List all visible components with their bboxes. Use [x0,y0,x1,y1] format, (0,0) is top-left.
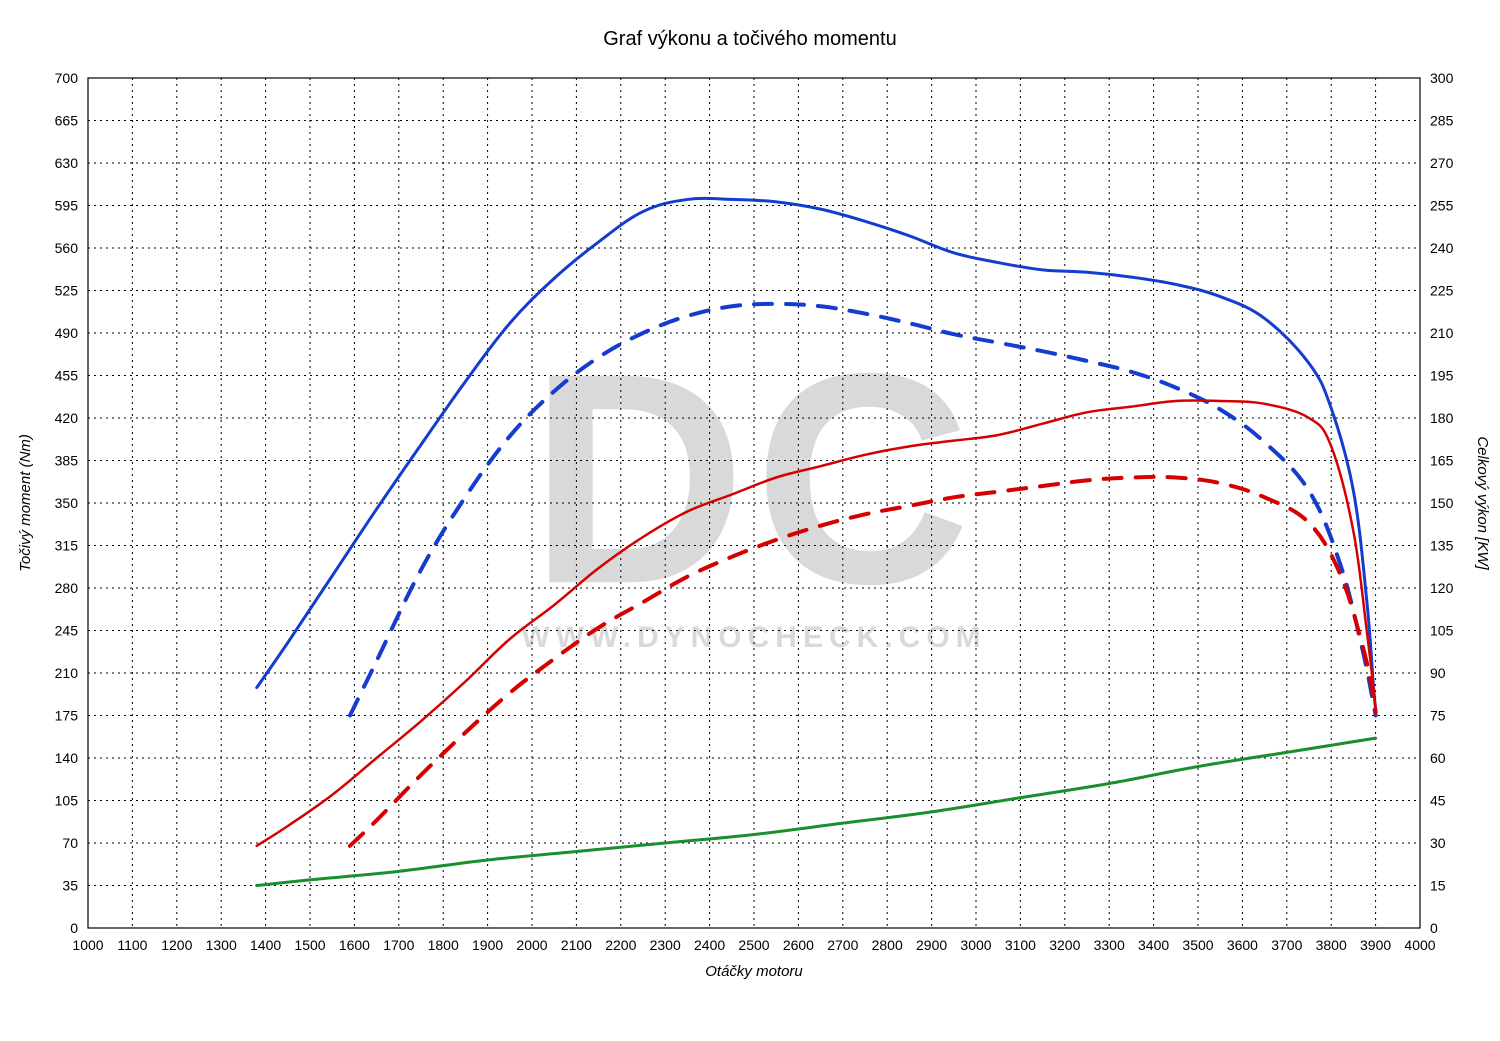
svg-text:665: 665 [55,113,79,129]
svg-text:15: 15 [1430,878,1446,894]
svg-text:455: 455 [55,368,79,384]
svg-text:2800: 2800 [872,937,903,953]
svg-text:245: 245 [55,623,79,639]
svg-text:1300: 1300 [206,937,237,953]
dyno-chart-wrap: Graf výkonu a točivého momentu DCWWW.DYN… [0,0,1500,1041]
svg-text:240: 240 [1430,240,1454,256]
svg-text:2000: 2000 [516,937,547,953]
svg-text:0: 0 [1430,920,1438,936]
chart-title: Graf výkonu a točivého momentu [0,28,1500,51]
svg-text:2100: 2100 [561,937,592,953]
svg-text:150: 150 [1430,495,1454,511]
svg-text:90: 90 [1430,665,1446,681]
svg-text:3900: 3900 [1360,937,1391,953]
svg-text:120: 120 [1430,580,1454,596]
svg-text:210: 210 [55,665,79,681]
svg-text:3400: 3400 [1138,937,1169,953]
svg-text:595: 595 [55,198,79,214]
svg-text:490: 490 [55,325,79,341]
svg-text:Točivý moment (Nm): Točivý moment (Nm) [17,434,34,572]
svg-text:315: 315 [55,538,79,554]
svg-text:195: 195 [1430,368,1454,384]
svg-text:225: 225 [1430,283,1454,299]
svg-text:45: 45 [1430,793,1446,809]
svg-text:1700: 1700 [383,937,414,953]
svg-text:3800: 3800 [1316,937,1347,953]
svg-text:Celkový výkon [KW]: Celkový výkon [KW] [1474,436,1491,570]
svg-text:350: 350 [55,495,79,511]
svg-text:105: 105 [55,793,79,809]
svg-text:0: 0 [70,920,78,936]
svg-text:3300: 3300 [1094,937,1125,953]
svg-text:135: 135 [1430,538,1454,554]
svg-text:2500: 2500 [738,937,769,953]
svg-text:630: 630 [55,155,79,171]
svg-text:255: 255 [1430,198,1454,214]
svg-text:2600: 2600 [783,937,814,953]
svg-text:140: 140 [55,750,79,766]
svg-text:Otáčky motoru: Otáčky motoru [705,963,803,980]
svg-text:30: 30 [1430,835,1446,851]
svg-text:300: 300 [1430,70,1454,86]
svg-text:560: 560 [55,240,79,256]
svg-text:2300: 2300 [650,937,681,953]
svg-text:210: 210 [1430,325,1454,341]
svg-text:1800: 1800 [428,937,459,953]
svg-text:1600: 1600 [339,937,370,953]
svg-text:3600: 3600 [1227,937,1258,953]
svg-text:280: 280 [55,580,79,596]
svg-text:75: 75 [1430,708,1446,724]
svg-text:2400: 2400 [694,937,725,953]
svg-text:3700: 3700 [1271,937,1302,953]
svg-text:270: 270 [1430,155,1454,171]
svg-text:35: 35 [62,878,78,894]
svg-text:3000: 3000 [960,937,991,953]
svg-text:180: 180 [1430,410,1454,426]
svg-text:2200: 2200 [605,937,636,953]
svg-text:3200: 3200 [1049,937,1080,953]
svg-text:525: 525 [55,283,79,299]
svg-text:60: 60 [1430,750,1446,766]
svg-text:1500: 1500 [294,937,325,953]
svg-text:3100: 3100 [1005,937,1036,953]
svg-text:700: 700 [55,70,79,86]
svg-text:285: 285 [1430,113,1454,129]
svg-text:420: 420 [55,410,79,426]
svg-text:385: 385 [55,453,79,469]
svg-text:4000: 4000 [1404,937,1435,953]
svg-text:1400: 1400 [250,937,281,953]
svg-text:175: 175 [55,708,79,724]
svg-text:2900: 2900 [916,937,947,953]
svg-text:3500: 3500 [1182,937,1213,953]
svg-text:2700: 2700 [827,937,858,953]
svg-text:105: 105 [1430,623,1454,639]
svg-text:70: 70 [62,835,78,851]
svg-text:1900: 1900 [472,937,503,953]
svg-text:1200: 1200 [161,937,192,953]
svg-text:1100: 1100 [117,937,147,953]
svg-text:1000: 1000 [72,937,103,953]
svg-text:165: 165 [1430,453,1454,469]
chart-canvas: DCWWW.DYNOCHECK.COM100011001200130014001… [0,0,1500,1041]
